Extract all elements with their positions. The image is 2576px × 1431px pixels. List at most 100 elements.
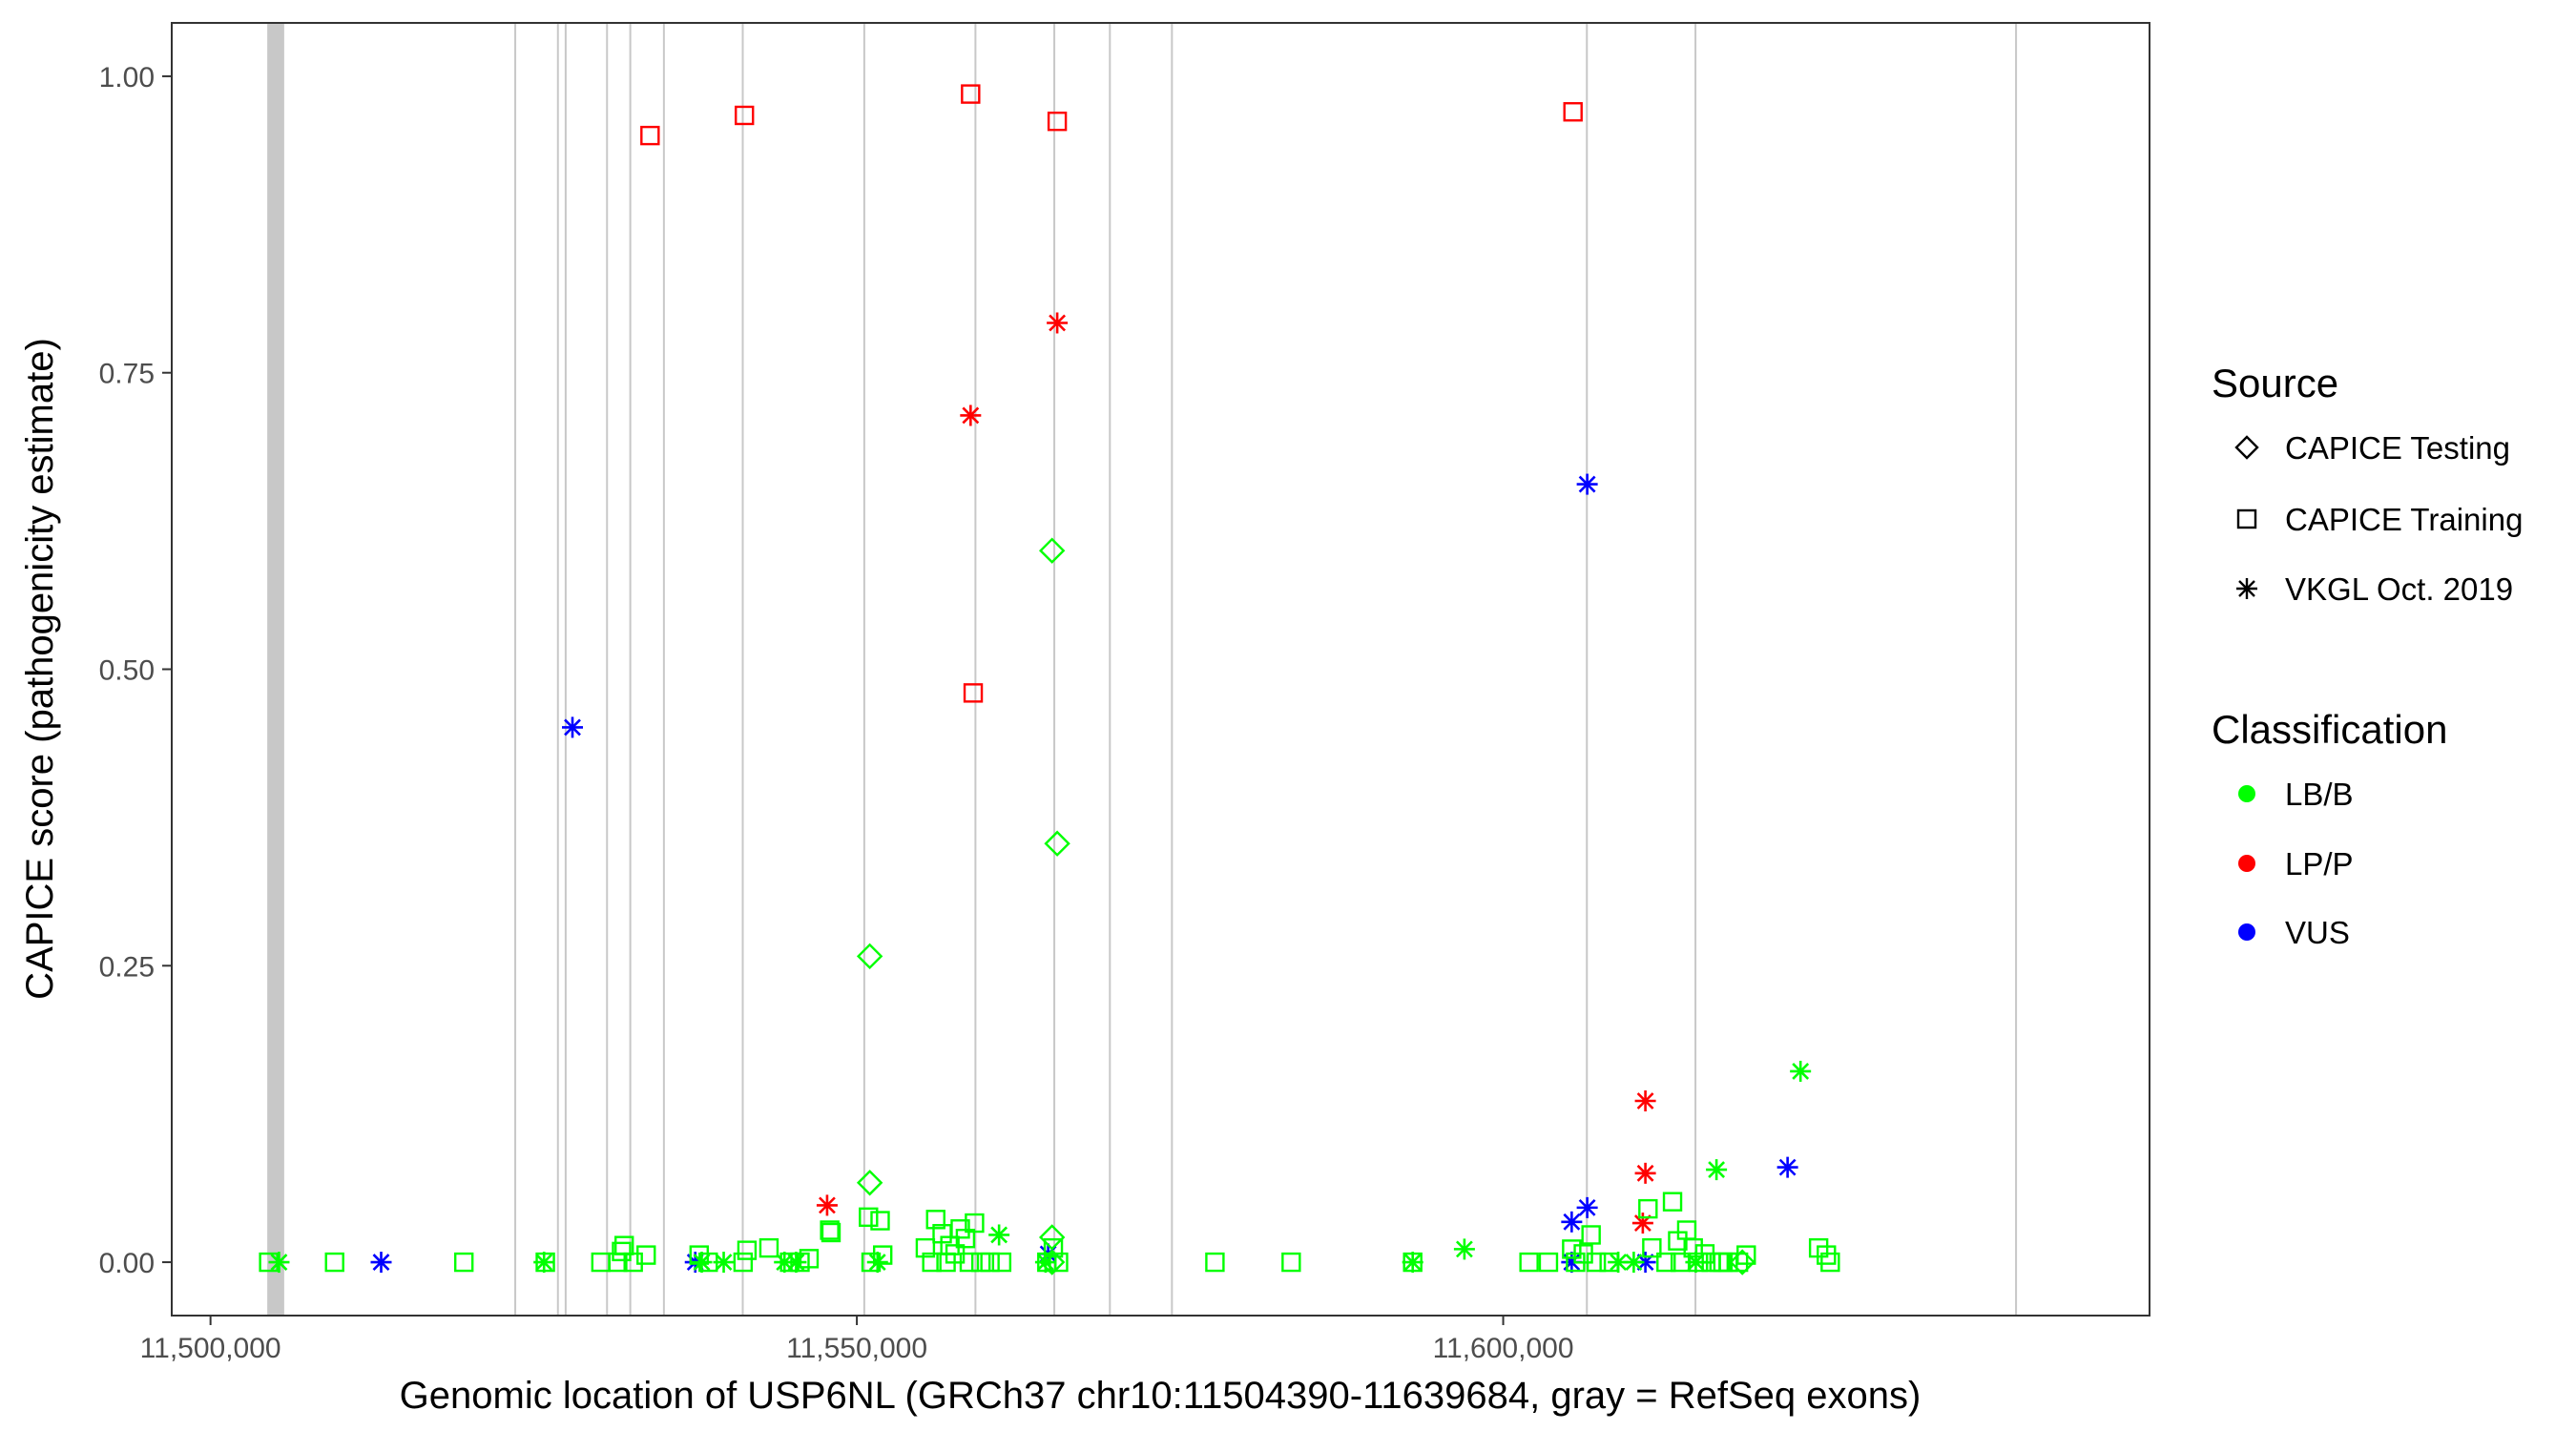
- data-point-asterisk: [1623, 1252, 1645, 1274]
- data-point-asterisk: [1634, 1162, 1656, 1184]
- legend-label-capice-training: CAPICE Training: [2285, 502, 2523, 537]
- data-point-asterisk: [1576, 1196, 1598, 1218]
- exon-band: [1694, 23, 1697, 1316]
- exon-band: [564, 23, 567, 1316]
- data-point-square: [872, 1245, 893, 1265]
- data-point-square: [454, 1252, 474, 1273]
- exon-band: [606, 23, 609, 1316]
- y-tick-label: 0.25: [99, 951, 155, 983]
- data-point-square: [1642, 1237, 1662, 1258]
- data-point-square: [324, 1252, 344, 1273]
- y-tick-label: 0.00: [99, 1248, 155, 1279]
- legend-label-vus: VUS: [2285, 915, 2350, 950]
- data-point-asterisk: [1047, 312, 1069, 334]
- data-point-square: [1563, 102, 1583, 122]
- data-point-square: [640, 125, 660, 146]
- data-point-diamond: [1729, 1249, 1755, 1275]
- data-point-asterisk: [960, 404, 982, 426]
- data-point-square: [1538, 1252, 1559, 1273]
- data-point-diamond: [1038, 1224, 1066, 1251]
- data-point-square: [1820, 1252, 1840, 1273]
- data-point-square: [1562, 1239, 1582, 1259]
- x-tick-label: 11,500,000: [140, 1333, 281, 1364]
- data-point-square: [636, 1245, 656, 1265]
- legend-key-diamond: [2234, 435, 2259, 460]
- data-point-square: [925, 1210, 945, 1230]
- x-axis-title: Genomic location of USP6NL (GRCh37 chr10…: [400, 1375, 1922, 1417]
- exon-band: [2015, 23, 2018, 1316]
- data-point-diamond: [1044, 830, 1070, 857]
- data-point-square: [965, 1213, 985, 1234]
- legend: Source CAPICE Testing CAPICE Training VK…: [2212, 361, 2523, 950]
- data-point-square: [1736, 1245, 1756, 1265]
- data-point-square: [1817, 1245, 1837, 1265]
- data-point-square: [799, 1249, 820, 1269]
- data-point-asterisk: [1631, 1213, 1653, 1234]
- data-point-asterisk: [370, 1252, 392, 1274]
- data-point-square: [1037, 1252, 1057, 1273]
- data-point-diamond: [856, 943, 883, 970]
- data-point-asterisk: [1561, 1211, 1583, 1233]
- data-point-square: [820, 1220, 840, 1240]
- data-point-square: [980, 1252, 1000, 1273]
- exon-band: [1053, 23, 1056, 1316]
- data-point-square: [1586, 1252, 1607, 1273]
- legend-title-source: Source: [2212, 361, 2338, 405]
- x-tick-label: 11,550,000: [786, 1333, 927, 1364]
- data-point-asterisk: [866, 1252, 888, 1274]
- exon-bands: [267, 23, 2018, 1316]
- data-point-diamond: [1038, 537, 1066, 564]
- exon-band: [514, 23, 517, 1316]
- y-tick-label: 0.75: [99, 359, 155, 390]
- exon-band: [862, 23, 865, 1316]
- data-point-asterisk: [562, 716, 584, 738]
- legend-label-vkgl-oct-2019: VKGL Oct. 2019: [2285, 571, 2513, 607]
- legend-key-lb-b: [2238, 785, 2255, 802]
- data-point-square: [915, 1237, 936, 1258]
- legend-key-asterisk: [2236, 578, 2257, 599]
- data-point-square: [623, 1252, 643, 1273]
- data-point-square: [1581, 1225, 1601, 1245]
- exon-band: [1109, 23, 1111, 1316]
- data-point-asterisk: [988, 1224, 1010, 1246]
- data-point-square: [1047, 111, 1068, 132]
- data-point-square: [733, 1252, 754, 1273]
- data-point-square: [922, 1252, 942, 1273]
- data-point-diamond: [856, 1170, 883, 1196]
- data-point-square: [963, 683, 984, 703]
- data-point-square: [859, 1207, 879, 1228]
- data-point-square: [959, 1252, 980, 1273]
- data-point-square: [612, 1241, 632, 1262]
- data-point-asterisk: [1453, 1238, 1475, 1260]
- data-point-asterisk: [268, 1252, 290, 1274]
- legend-key-lp-p: [2238, 855, 2255, 872]
- data-point-square: [870, 1211, 890, 1231]
- data-point-asterisk: [1776, 1156, 1798, 1178]
- exon-band: [662, 23, 665, 1316]
- y-axis-title: CAPICE score (pathogenicity estimate): [19, 338, 61, 1000]
- data-point-square: [1049, 1252, 1069, 1273]
- data-point-square: [758, 1237, 779, 1258]
- data-point-square: [1656, 1252, 1676, 1273]
- legend-key-vus: [2238, 923, 2255, 941]
- legend-label-lp-p: LP/P: [2285, 846, 2354, 881]
- data-point-asterisk: [816, 1194, 838, 1216]
- data-point-square: [1683, 1237, 1703, 1258]
- data-point-square: [1402, 1252, 1423, 1273]
- data-point-square: [1205, 1252, 1225, 1273]
- data-point-square: [737, 1240, 758, 1260]
- data-point-asterisk: [1790, 1060, 1812, 1082]
- plot-background: [172, 23, 2150, 1316]
- data-point-asterisk: [691, 1252, 713, 1274]
- y-axis: 0.00 0.25 0.50 0.75 1.00: [99, 62, 172, 1279]
- data-point-asterisk: [1402, 1252, 1423, 1274]
- exon-band: [556, 23, 559, 1316]
- data-point-square: [1638, 1198, 1658, 1219]
- data-point-square: [735, 105, 755, 126]
- data-point-square: [991, 1252, 1012, 1273]
- exon-band: [1586, 23, 1589, 1316]
- y-tick-label: 1.00: [99, 62, 155, 93]
- exon-band: [629, 23, 632, 1316]
- data-point-asterisk: [1634, 1089, 1656, 1111]
